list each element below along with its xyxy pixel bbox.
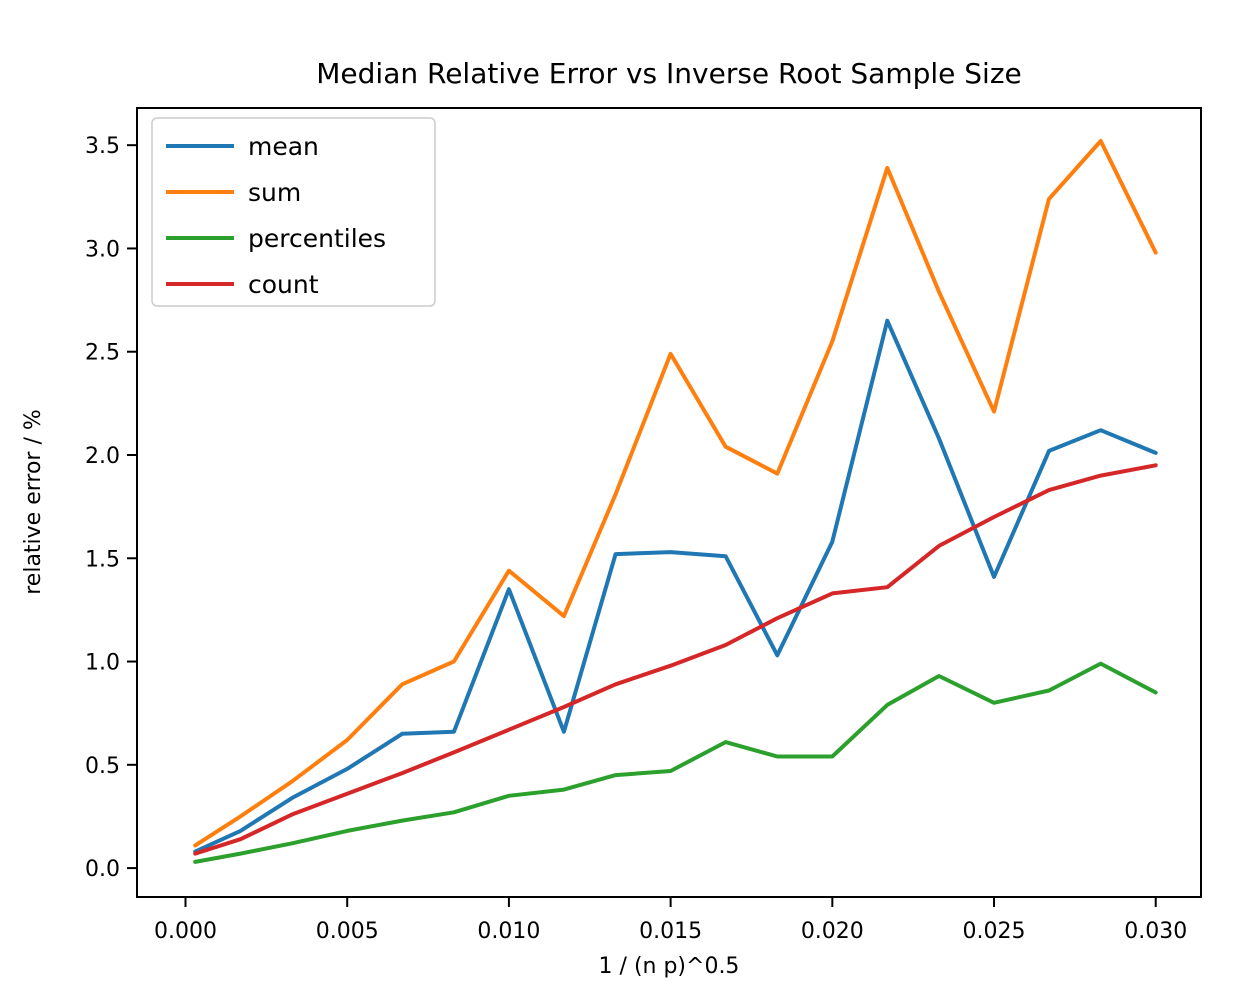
y-tick-label: 3.5: [85, 134, 120, 159]
series-mean-line: [193, 318, 1158, 854]
y-tick-label: 1.5: [85, 547, 120, 572]
legend-item-label: mean: [248, 132, 319, 161]
axes-box: [136, 107, 1202, 898]
chart-title: Median Relative Error vs Inverse Root Sa…: [316, 57, 1022, 90]
x-tick-label: 0.010: [477, 919, 540, 944]
plot-series: [193, 139, 1158, 864]
x-axis-label: 1 / (n p)^0.5: [599, 954, 740, 979]
legend-item: percentiles: [166, 224, 386, 253]
series-percentiles-line: [193, 661, 1158, 864]
legend-item: sum: [166, 178, 301, 207]
x-tick-label: 0.000: [154, 919, 217, 944]
x-tick-label: 0.030: [1124, 919, 1187, 944]
y-axis-label: relative error / %: [21, 409, 46, 595]
y-axis: 0.0 0.5 1.0 1.5 2.0 2.5 3.0 3.5: [85, 134, 137, 882]
legend-item-label: percentiles: [248, 224, 386, 253]
plot-spines: [136, 107, 1202, 898]
x-tick-label: 0.005: [316, 919, 379, 944]
legend-item-label: count: [248, 270, 319, 299]
legend-item-label: sum: [248, 178, 301, 207]
y-tick-label: 2.0: [85, 444, 120, 469]
y-tick-label: 3.0: [85, 237, 120, 262]
y-tick-label: 0.5: [85, 754, 120, 779]
x-axis: 0.000 0.005 0.010 0.015 0.020 0.025 0.030: [154, 897, 1187, 944]
series-sum-line: [193, 139, 1158, 848]
x-tick-label: 0.025: [963, 919, 1026, 944]
legend-item: mean: [166, 132, 319, 161]
series-count-line: [193, 463, 1158, 856]
legend-item: count: [166, 270, 319, 299]
legend: mean sum percentiles count: [151, 117, 436, 307]
legend-box: [151, 117, 436, 307]
y-tick-label: 0.0: [85, 857, 120, 882]
y-tick-label: 1.0: [85, 651, 120, 676]
x-tick-label: 0.020: [801, 919, 864, 944]
x-tick-label: 0.015: [639, 919, 702, 944]
y-tick-label: 2.5: [85, 341, 120, 366]
